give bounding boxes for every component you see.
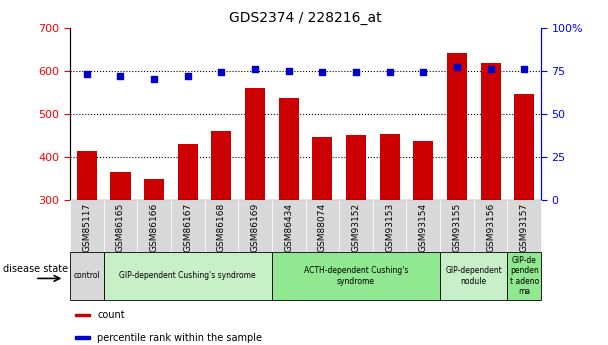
Point [116, 73, 125, 79]
Bar [379, 134, 399, 200]
Text: GSM86169: GSM86169 [250, 203, 260, 252]
Text: count: count [97, 310, 125, 320]
Bar [407, 200, 440, 252]
Point [250, 66, 260, 72]
Text: GSM93152: GSM93152 [351, 203, 361, 252]
Text: GIP-dependent Cushing's syndrome: GIP-dependent Cushing's syndrome [119, 272, 256, 280]
Point [452, 65, 462, 70]
Bar [305, 200, 339, 252]
Text: ACTH-dependent Cushing's
syndrome: ACTH-dependent Cushing's syndrome [304, 266, 408, 286]
Bar [514, 93, 534, 200]
Point [317, 70, 327, 75]
Text: GSM86167: GSM86167 [183, 203, 192, 252]
Point [351, 70, 361, 75]
Bar [313, 137, 333, 200]
Bar [440, 252, 508, 300]
Bar [339, 200, 373, 252]
Bar [238, 200, 272, 252]
Text: GIP-dependent
nodule: GIP-dependent nodule [446, 266, 502, 286]
Text: GSM86434: GSM86434 [284, 203, 293, 252]
Bar [75, 314, 90, 316]
Point [82, 71, 92, 77]
Text: GSM85117: GSM85117 [82, 203, 91, 252]
Bar [70, 252, 103, 300]
Text: GSM93153: GSM93153 [385, 203, 394, 252]
Text: percentile rank within the sample: percentile rank within the sample [97, 333, 262, 343]
Bar [77, 150, 97, 200]
Text: GIP-de
penden
t adeno
ma: GIP-de penden t adeno ma [510, 256, 539, 296]
Bar [178, 144, 198, 200]
Text: GSM86168: GSM86168 [217, 203, 226, 252]
Text: GSM86166: GSM86166 [150, 203, 159, 252]
Bar [103, 252, 272, 300]
Point [183, 73, 193, 79]
Text: GSM88074: GSM88074 [318, 203, 327, 252]
Bar [211, 131, 232, 200]
Bar [137, 200, 171, 252]
Bar [413, 141, 434, 200]
Bar [70, 200, 103, 252]
Text: GSM93157: GSM93157 [520, 203, 529, 252]
Text: GSM86165: GSM86165 [116, 203, 125, 252]
Point [519, 66, 529, 72]
Bar [245, 88, 265, 200]
Point [149, 77, 159, 82]
Text: control: control [74, 272, 100, 280]
Bar [447, 52, 467, 200]
Bar [508, 200, 541, 252]
Bar [171, 200, 204, 252]
Bar [103, 200, 137, 252]
Point [284, 68, 294, 73]
Text: GSM93154: GSM93154 [419, 203, 428, 252]
Bar [272, 200, 305, 252]
Text: disease state: disease state [4, 264, 69, 274]
Bar [480, 63, 501, 200]
Bar [204, 200, 238, 252]
Text: GSM93156: GSM93156 [486, 203, 495, 252]
Bar [346, 136, 366, 200]
Bar [474, 200, 508, 252]
Bar [278, 98, 299, 200]
Bar [144, 179, 164, 200]
Point [418, 70, 428, 75]
Bar [110, 172, 131, 200]
Bar [373, 200, 407, 252]
Bar [75, 336, 90, 339]
Point [486, 66, 496, 72]
Title: GDS2374 / 228216_at: GDS2374 / 228216_at [229, 11, 382, 25]
Bar [440, 200, 474, 252]
Bar [272, 252, 440, 300]
Text: GSM93155: GSM93155 [452, 203, 461, 252]
Point [216, 70, 226, 75]
Bar [508, 252, 541, 300]
Point [385, 70, 395, 75]
